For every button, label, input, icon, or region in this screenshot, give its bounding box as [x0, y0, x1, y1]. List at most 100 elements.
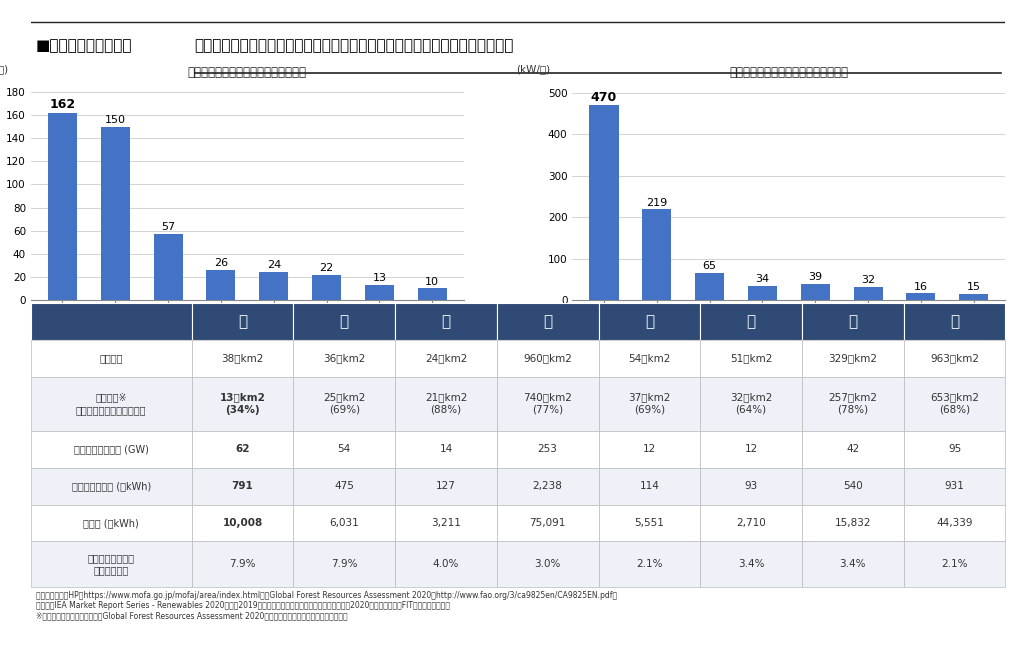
Text: 150: 150: [105, 115, 126, 125]
Text: (kW/㎞): (kW/㎞): [516, 64, 550, 74]
Bar: [497, 376, 598, 431]
Bar: [418, 288, 446, 300]
Bar: [192, 542, 293, 587]
Text: 7.9%: 7.9%: [331, 559, 357, 569]
Bar: [598, 303, 701, 340]
Bar: [395, 303, 497, 340]
Bar: [192, 431, 293, 468]
Text: 独: 独: [340, 314, 349, 329]
Bar: [31, 468, 192, 505]
Bar: [497, 468, 598, 505]
Text: 15,832: 15,832: [834, 518, 871, 528]
Bar: [365, 285, 394, 300]
Bar: [802, 303, 904, 340]
Bar: [802, 431, 904, 468]
Bar: [906, 294, 936, 300]
Text: 仏: 仏: [645, 314, 654, 329]
Bar: [701, 376, 802, 431]
Bar: [395, 468, 497, 505]
Text: 54: 54: [338, 444, 351, 454]
Text: 24: 24: [267, 260, 281, 270]
Text: 日本の太陽光導入容量は主要国の中で最大。平地面積でみるとドイツの２倍。: 日本の太陽光導入容量は主要国の中で最大。平地面積でみるとドイツの２倍。: [195, 38, 514, 53]
Bar: [802, 505, 904, 542]
Text: 太陽光の発電量 (億kWh): 太陽光の発電量 (億kWh): [72, 481, 151, 491]
Bar: [598, 468, 701, 505]
Text: 21万km2
(88%): 21万km2 (88%): [425, 393, 467, 415]
Text: 3,211: 3,211: [431, 518, 461, 528]
Bar: [802, 376, 904, 431]
Bar: [293, 431, 395, 468]
Text: 44,339: 44,339: [937, 518, 973, 528]
Bar: [31, 340, 192, 376]
Bar: [260, 272, 288, 300]
Bar: [192, 340, 293, 376]
Bar: [293, 303, 395, 340]
Bar: [904, 431, 1005, 468]
Bar: [293, 376, 395, 431]
Text: 475: 475: [334, 481, 354, 491]
Bar: [598, 542, 701, 587]
Bar: [598, 431, 701, 468]
Text: 470: 470: [591, 91, 617, 104]
Bar: [701, 542, 802, 587]
Bar: [802, 340, 904, 376]
Bar: [959, 294, 988, 300]
Text: 960万km2: 960万km2: [523, 353, 573, 364]
Text: 西: 西: [747, 314, 756, 329]
Bar: [854, 286, 882, 300]
Text: 2,710: 2,710: [737, 518, 766, 528]
Text: 2.1%: 2.1%: [636, 559, 663, 569]
Text: 発電量 (億kWh): 発電量 (億kWh): [83, 518, 140, 528]
Text: 65: 65: [703, 261, 716, 272]
Bar: [598, 376, 701, 431]
Text: 太陽光の設備容量 (GW): 太陽光の設備容量 (GW): [74, 444, 149, 454]
Bar: [48, 113, 77, 300]
Text: 3.4%: 3.4%: [738, 559, 764, 569]
Text: 37万km2
(69%): 37万km2 (69%): [628, 393, 671, 415]
Text: 114: 114: [639, 481, 660, 491]
Bar: [31, 303, 192, 340]
Bar: [497, 505, 598, 542]
Bar: [802, 468, 904, 505]
Text: 36万km2: 36万km2: [323, 353, 365, 364]
Bar: [31, 542, 192, 587]
Bar: [293, 468, 395, 505]
Text: 6,031: 6,031: [329, 518, 359, 528]
Bar: [701, 340, 802, 376]
Text: 4.0%: 4.0%: [433, 559, 459, 569]
Text: 3.4%: 3.4%: [839, 559, 866, 569]
Text: 32: 32: [861, 275, 875, 285]
Bar: [31, 505, 192, 542]
Text: 93: 93: [745, 481, 758, 491]
Text: 印: 印: [849, 314, 858, 329]
Bar: [192, 303, 293, 340]
Bar: [31, 431, 192, 468]
Text: 24万km2: 24万km2: [425, 353, 467, 364]
Text: 太陽光の総発電量
に占める比率: 太陽光の総発電量 に占める比率: [87, 553, 134, 575]
Bar: [31, 376, 192, 431]
Bar: [395, 340, 497, 376]
Text: 平地面積※
（国土面積に占める割合）: 平地面積※ （国土面積に占める割合）: [76, 393, 147, 415]
Text: 7.9%: 7.9%: [229, 559, 255, 569]
Bar: [293, 340, 395, 376]
Text: 57: 57: [161, 222, 175, 233]
Bar: [497, 542, 598, 587]
Text: 13: 13: [372, 273, 387, 283]
Text: 米: 米: [950, 314, 959, 329]
Text: 963万km2: 963万km2: [931, 353, 979, 364]
Text: 10,008: 10,008: [223, 518, 263, 528]
Text: （出典）外務省HP（https://www.mofa.go.jp/mofaj/area/index.html）、Global Forest Resources : （出典）外務省HP（https://www.mofa.go.jp/mofaj/a…: [36, 591, 617, 621]
Bar: [701, 303, 802, 340]
Bar: [642, 209, 671, 300]
Text: 2,238: 2,238: [532, 481, 562, 491]
Text: 51万km2: 51万km2: [729, 353, 773, 364]
Text: 162: 162: [49, 98, 76, 111]
Text: 日: 日: [238, 314, 247, 329]
Bar: [695, 273, 724, 300]
Text: 国土面積: 国土面積: [100, 353, 123, 364]
Text: 62: 62: [235, 444, 249, 454]
Bar: [904, 303, 1005, 340]
Bar: [395, 431, 497, 468]
Text: 25万km2
(69%): 25万km2 (69%): [323, 393, 365, 415]
Text: 15: 15: [966, 282, 981, 292]
